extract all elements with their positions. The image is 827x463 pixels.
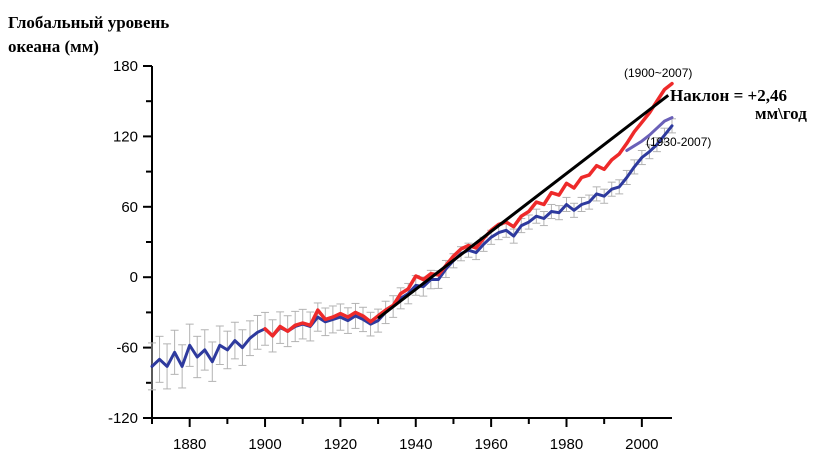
x-tick-label: 1960 xyxy=(474,436,507,453)
y-tick-label: -60 xyxy=(116,340,138,357)
y-tick-label: -120 xyxy=(108,410,138,427)
x-tick-label: 1880 xyxy=(173,436,206,453)
series-layer xyxy=(150,81,674,368)
slope-unit-label: мм\год xyxy=(755,104,807,123)
x-tick-label: 1940 xyxy=(399,436,432,453)
series-line-blue xyxy=(150,124,674,368)
x-tick-label: 1980 xyxy=(550,436,583,453)
x-tick-label: 2000 xyxy=(625,436,658,453)
slope-label: Наклон = +2,46 xyxy=(670,86,787,105)
y-axis-label-line-2: океана (мм) xyxy=(8,37,99,56)
range-label-1930-2007: (1930-2007) xyxy=(646,135,711,149)
x-tick-label: 1920 xyxy=(324,436,357,453)
series-line-red xyxy=(263,81,674,338)
trend-line xyxy=(377,94,670,320)
x-tick-label: 1900 xyxy=(248,436,281,453)
y-axis-label-line-1: Глобальный уровень xyxy=(8,13,169,32)
y-tick-label: 180 xyxy=(113,58,138,75)
range-label-1900-2007: (1900~2007) xyxy=(624,66,692,80)
y-tick-label: 120 xyxy=(113,128,138,145)
series-line-purple xyxy=(625,116,674,152)
y-tick-label: 0 xyxy=(130,269,138,286)
y-tick-label: 60 xyxy=(121,199,138,216)
axes-layer: 180 120 60 0 -60 -120 1880 1900 1920 1940 1960 1980… xyxy=(108,58,672,453)
